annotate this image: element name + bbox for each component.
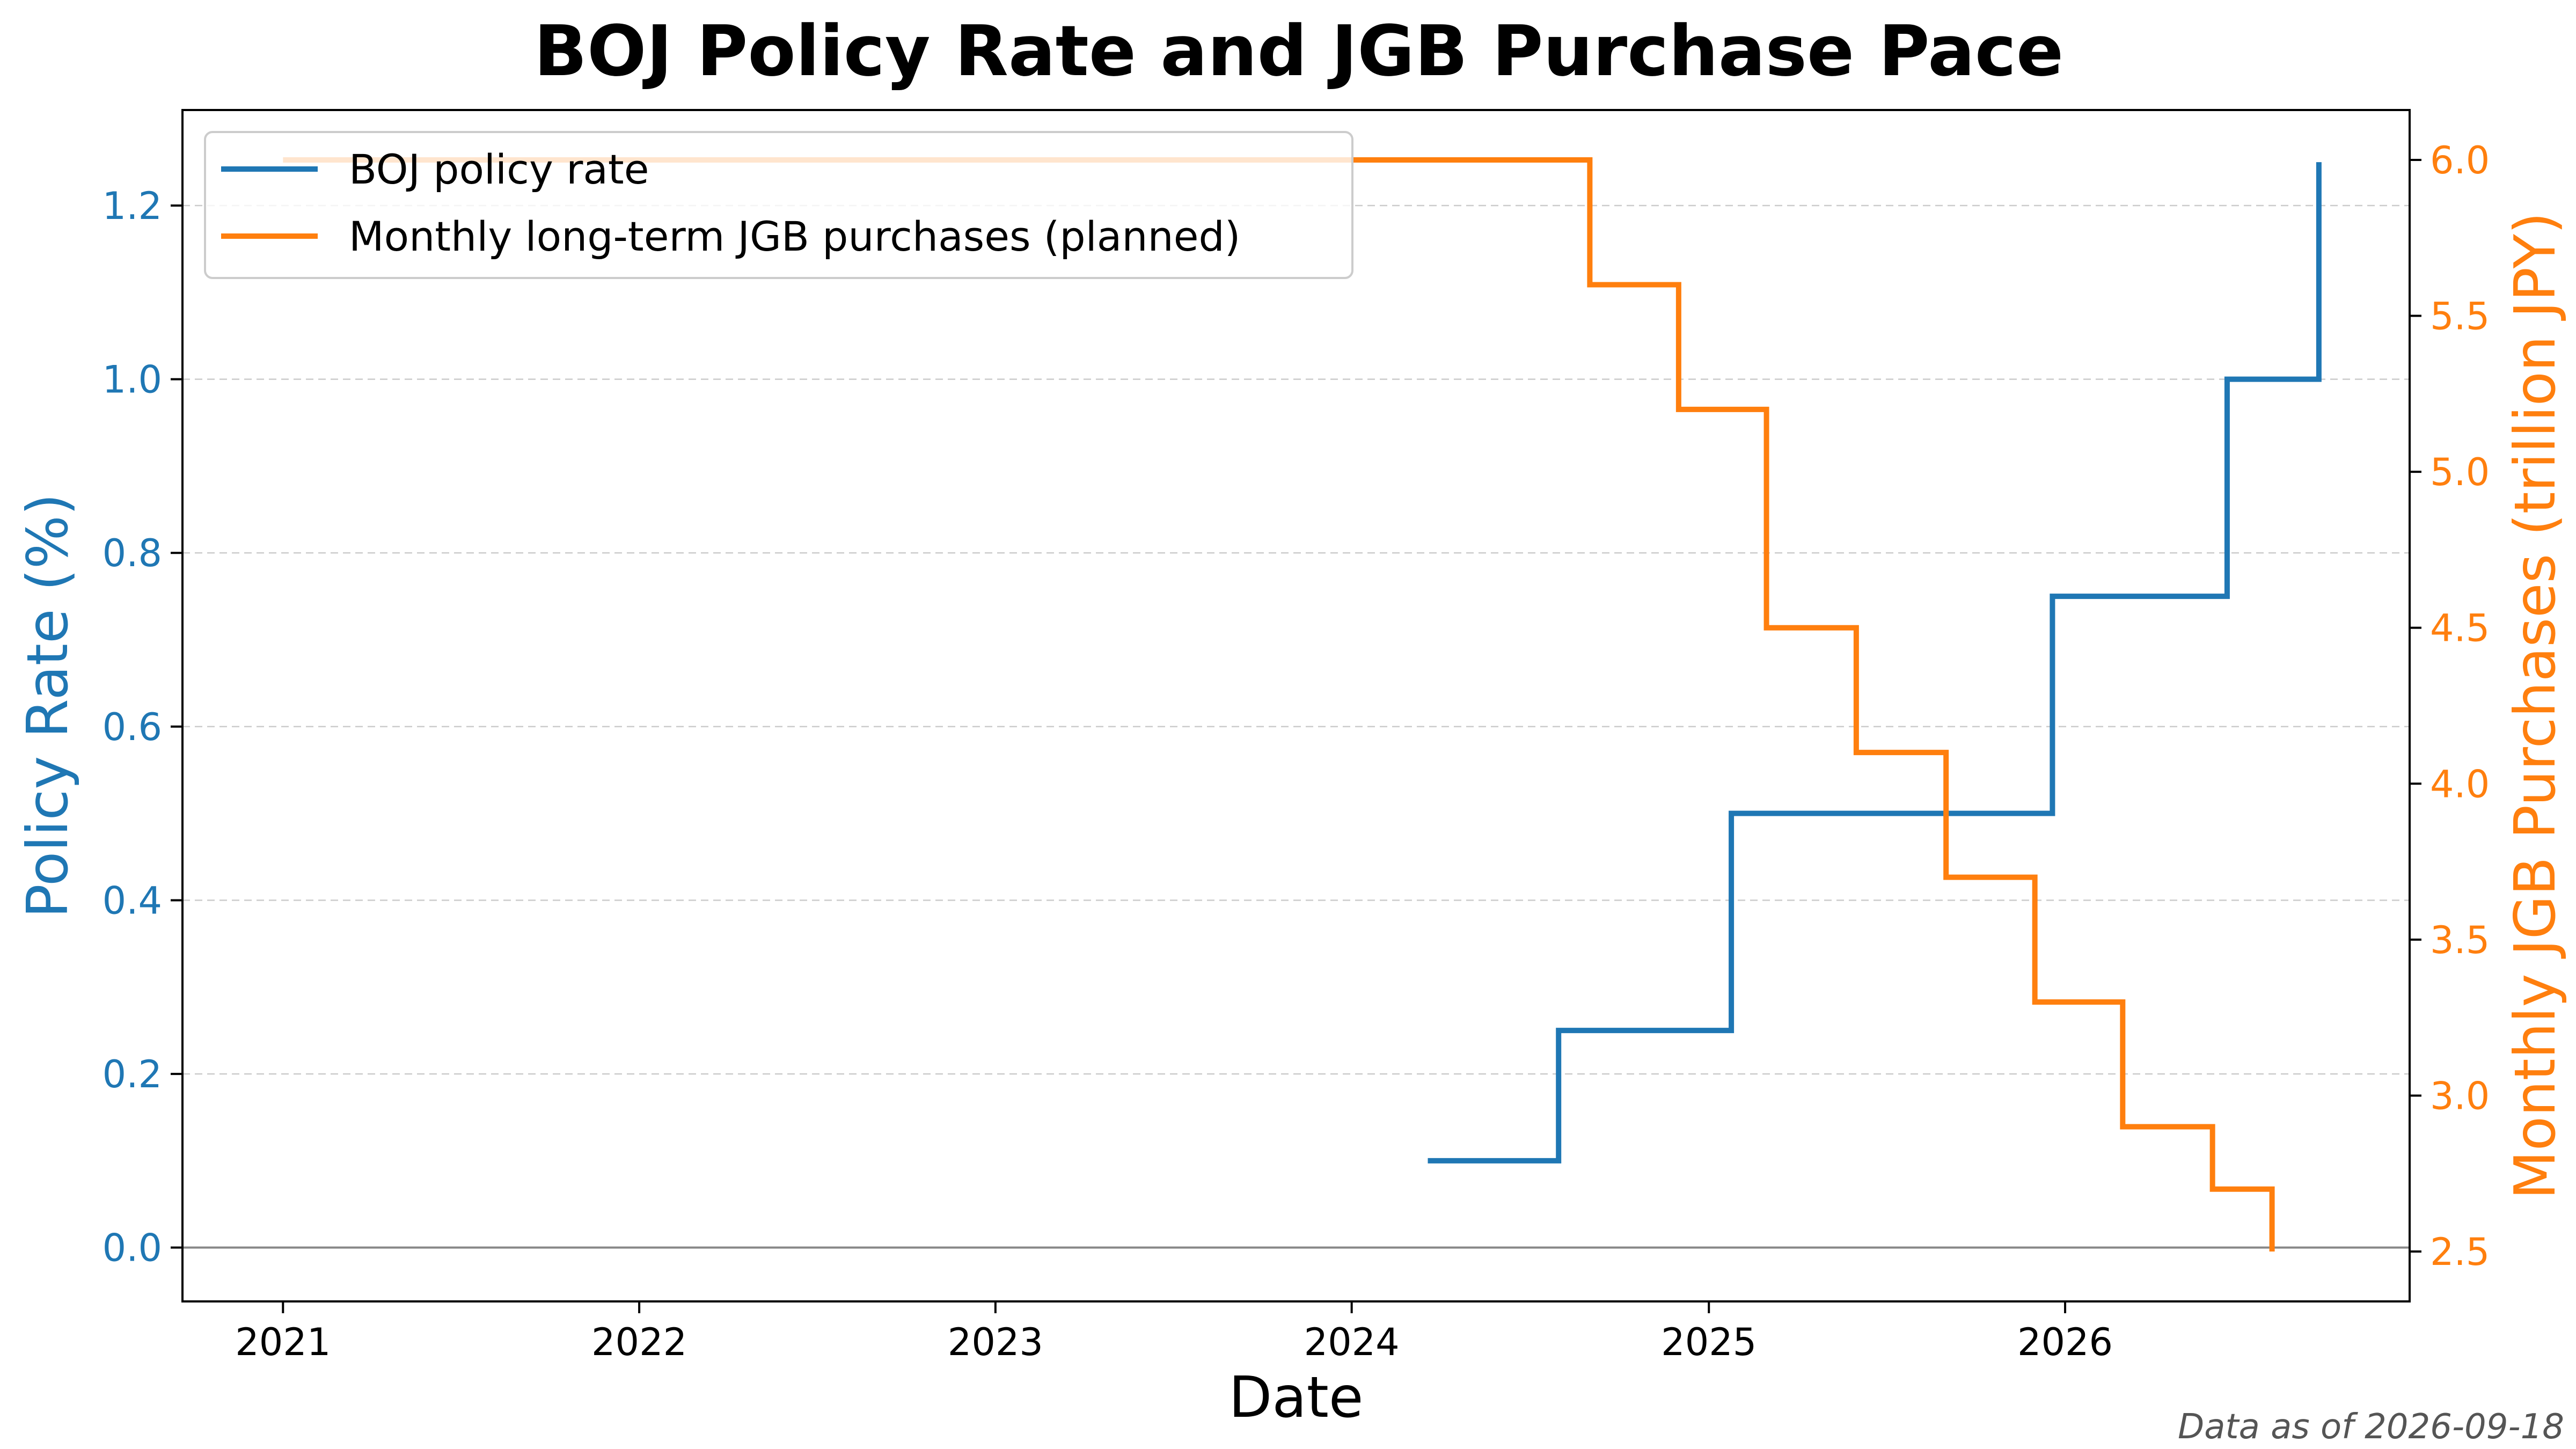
y-right-tick-label: 6.0	[2430, 138, 2490, 182]
legend-box	[204, 131, 1353, 279]
x-tick-label: 2021	[235, 1320, 331, 1364]
y-right-tick-label: 4.0	[2430, 762, 2490, 806]
x-tick-label: 2023	[948, 1320, 1043, 1364]
y-left-tick-label: 1.2	[103, 184, 162, 228]
y-left-tick-label: 1.0	[103, 358, 162, 402]
series	[283, 157, 2322, 1252]
x-tick-label: 2024	[1304, 1320, 1400, 1364]
y-right-tick-label: 3.0	[2430, 1074, 2490, 1118]
series-line-jgb-purchases	[283, 157, 2275, 1252]
legend-label-policy-rate: BOJ policy rate	[349, 145, 649, 193]
y-left-tick-label: 0.6	[103, 705, 162, 749]
grid	[182, 204, 2410, 1248]
y-right-tick-label: 4.5	[2430, 606, 2490, 650]
chart-title: BOJ Policy Rate and JGB Purchase Pace	[534, 10, 2063, 92]
y-right-tick-label: 5.5	[2430, 295, 2490, 339]
x-tick-label: 2022	[591, 1320, 687, 1364]
series-line-policy-rate	[1428, 162, 2322, 1163]
y-right-tick-label: 5.0	[2430, 450, 2490, 494]
y-right-tick-label: 3.5	[2430, 918, 2490, 962]
x-tick-label: 2025	[1661, 1320, 1757, 1364]
y-axis-left: 0.0 0.2 0.4 0.6 0.8 1.0 1.2	[103, 184, 182, 1270]
y-axis-right-label: Monthly JGB Purchases (trillion JPY)	[2502, 212, 2568, 1199]
x-tick-label: 2026	[2017, 1320, 2113, 1364]
legend-label-jgb-purchases: Monthly long-term JGB purchases (planned…	[349, 213, 1240, 260]
y-left-tick-label: 0.0	[103, 1226, 162, 1270]
y-axis-left-label: Policy Rate (%)	[15, 493, 80, 918]
y-left-tick-label: 0.8	[103, 531, 162, 575]
x-axis: 2021 2022 2023 2024 2025 2026	[235, 1301, 2113, 1364]
y-left-tick-label: 0.2	[103, 1052, 162, 1096]
legend: BOJ policy rate Monthly long-term JGB pu…	[204, 131, 1353, 279]
plot-frame	[181, 109, 2411, 1302]
y-right-tick-label: 2.5	[2430, 1230, 2490, 1274]
y-axis-right: 2.5 3.0 3.5 4.0 4.5 5.0 5.5 6.0	[2410, 138, 2490, 1274]
x-axis-label: Date	[1229, 1365, 1364, 1430]
y-left-tick-label: 0.4	[103, 879, 162, 923]
footnote: Data as of 2026-09-18	[2178, 1407, 2564, 1447]
